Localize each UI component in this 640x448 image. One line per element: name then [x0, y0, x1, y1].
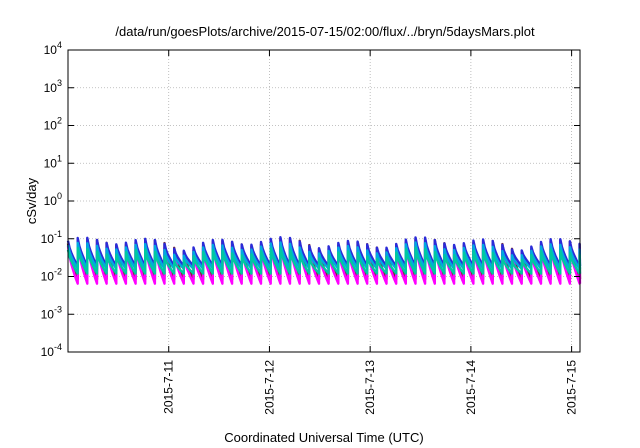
x-tick-label: 2015-7-15 [565, 360, 579, 415]
x-tick-label: 2015-7-12 [262, 360, 276, 415]
y-tick-label: 100 [44, 191, 62, 208]
y-tick-label: 104 [44, 40, 62, 57]
y-tick-label: 103 [44, 78, 62, 95]
axes-layer: 10-4 10-3 10-2 10-1 100 101 102 103 104 2015-7-11… [41, 40, 580, 415]
x-tick-label: 2015-7-13 [363, 360, 377, 415]
x-axis-label: Coordinated Universal Time (UTC) [224, 430, 423, 445]
y-tick-label: 10-1 [41, 229, 62, 246]
x-tick-label: 2015-7-14 [464, 360, 478, 415]
y-tick-label: 102 [44, 116, 62, 133]
y-axis-label: cSv/day [24, 177, 39, 224]
grid-layer [68, 50, 580, 352]
y-tick-label: 10-4 [41, 342, 62, 359]
series-line [66, 246, 582, 275]
y-tick-label: 10-3 [41, 304, 62, 321]
plot-frame [67, 49, 581, 353]
chart-title: /data/run/goesPlots/archive/2015-07-15/0… [115, 24, 535, 39]
x-tick-label: 2015-7-11 [162, 360, 176, 414]
y-tick-label: 10-2 [41, 267, 62, 284]
series-layer [66, 236, 582, 285]
y-tick-label: 101 [44, 153, 62, 170]
